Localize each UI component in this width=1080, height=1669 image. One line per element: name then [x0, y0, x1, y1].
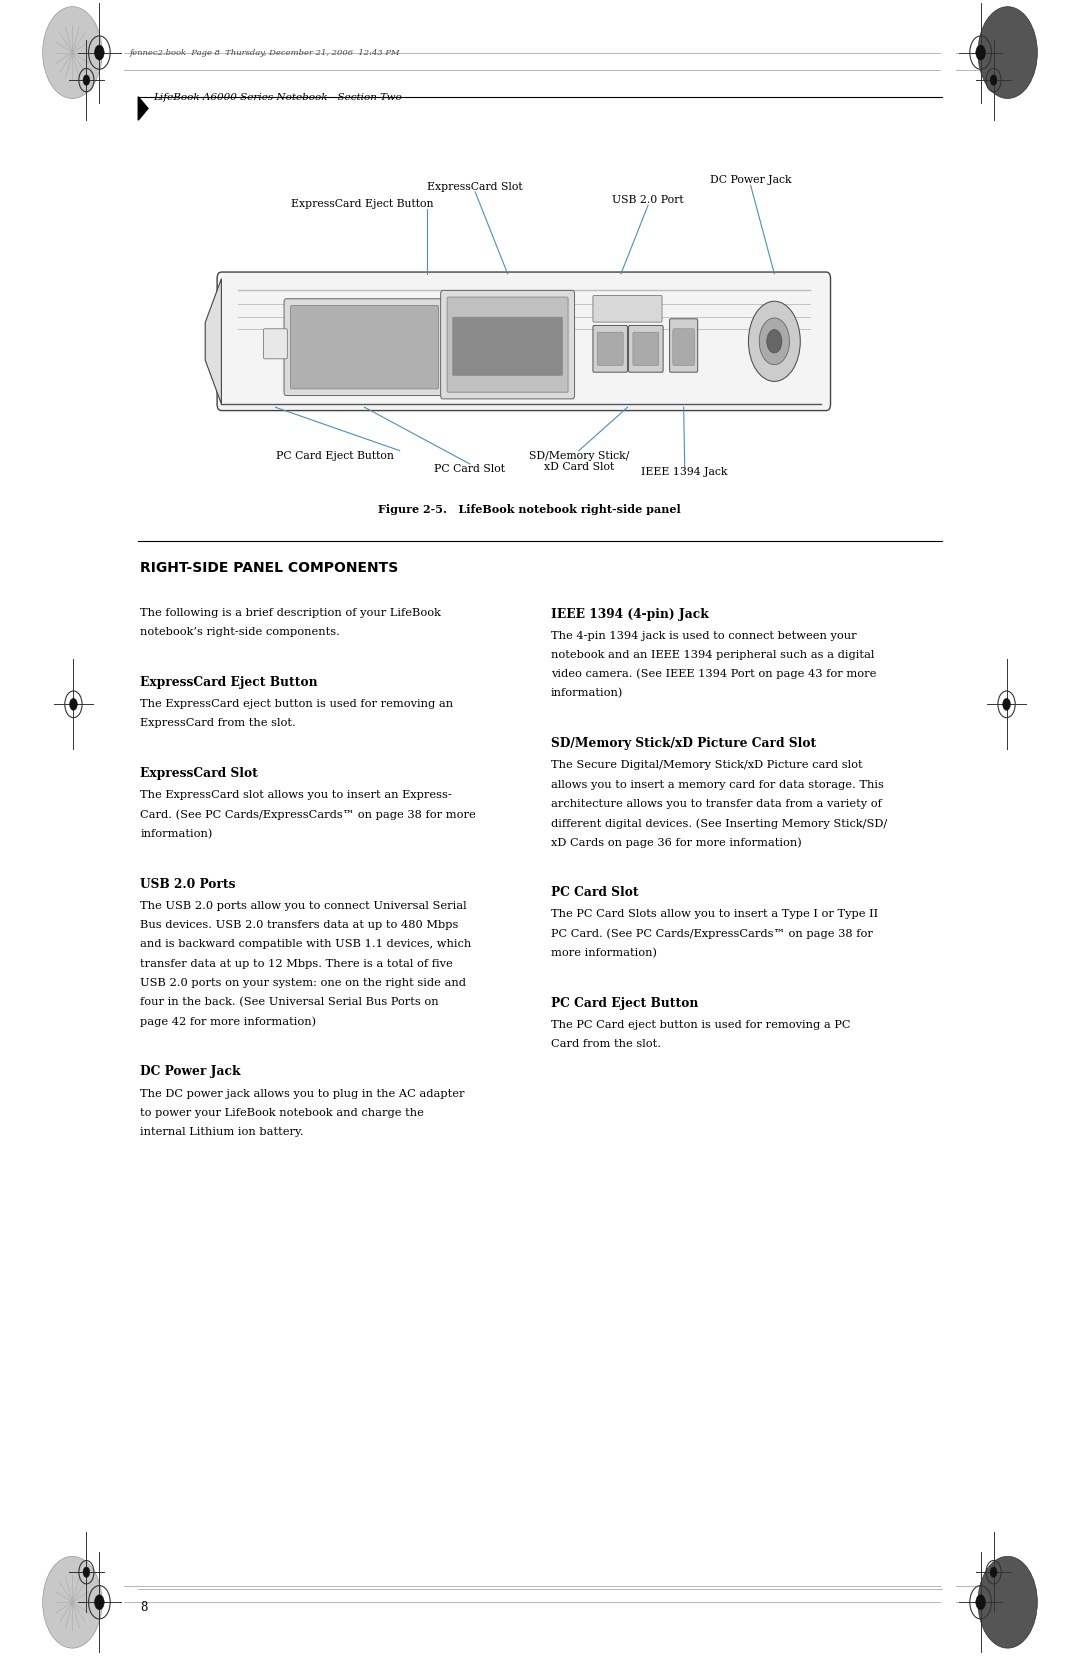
- FancyBboxPatch shape: [217, 272, 831, 411]
- Text: SD/Memory Stick/
xD Card Slot: SD/Memory Stick/ xD Card Slot: [529, 451, 629, 472]
- Circle shape: [978, 1556, 1038, 1649]
- Circle shape: [767, 329, 782, 354]
- Text: notebook’s right-side components.: notebook’s right-side components.: [140, 626, 340, 636]
- Text: The ExpressCard slot allows you to insert an Express-: The ExpressCard slot allows you to inser…: [140, 791, 453, 801]
- Text: USB 2.0 Ports: USB 2.0 Ports: [140, 878, 235, 891]
- Text: The ExpressCard eject button is used for removing an: The ExpressCard eject button is used for…: [140, 699, 454, 709]
- Circle shape: [975, 45, 986, 60]
- Text: and is backward compatible with USB 1.1 devices, which: and is backward compatible with USB 1.1 …: [140, 940, 472, 950]
- Circle shape: [990, 1567, 997, 1577]
- Circle shape: [43, 1556, 102, 1649]
- Text: PC Card Eject Button: PC Card Eject Button: [551, 996, 698, 1010]
- Circle shape: [978, 7, 1038, 98]
- Circle shape: [990, 75, 997, 85]
- Text: PC Card Slot: PC Card Slot: [551, 886, 638, 900]
- Text: Bus devices. USB 2.0 transfers data at up to 480 Mbps: Bus devices. USB 2.0 transfers data at u…: [140, 920, 459, 930]
- Text: ExpressCard Slot: ExpressCard Slot: [428, 182, 523, 192]
- Text: IEEE 1394 Jack: IEEE 1394 Jack: [642, 467, 728, 477]
- Text: DC Power Jack: DC Power Jack: [710, 175, 792, 185]
- Circle shape: [83, 1567, 90, 1577]
- Text: ExpressCard Eject Button: ExpressCard Eject Button: [291, 199, 433, 209]
- Text: architecture allows you to transfer data from a variety of: architecture allows you to transfer data…: [551, 799, 881, 809]
- Text: Figure 2-5.   LifeBook notebook right-side panel: Figure 2-5. LifeBook notebook right-side…: [378, 504, 680, 516]
- Text: xD Cards on page 36 for more information): xD Cards on page 36 for more information…: [551, 838, 801, 848]
- Text: more information): more information): [551, 948, 657, 958]
- FancyBboxPatch shape: [670, 319, 698, 372]
- Text: IEEE 1394 (4-pin) Jack: IEEE 1394 (4-pin) Jack: [551, 608, 708, 621]
- Text: fennec2.book  Page 8  Thursday, December 21, 2006  12:43 PM: fennec2.book Page 8 Thursday, December 2…: [130, 48, 401, 57]
- Text: The PC Card eject button is used for removing a PC: The PC Card eject button is used for rem…: [551, 1020, 850, 1030]
- Text: The Secure Digital/Memory Stick/xD Picture card slot: The Secure Digital/Memory Stick/xD Pictu…: [551, 761, 863, 771]
- Text: transfer data at up to 12 Mbps. There is a total of five: transfer data at up to 12 Mbps. There is…: [140, 958, 454, 968]
- FancyBboxPatch shape: [264, 329, 287, 359]
- FancyBboxPatch shape: [593, 295, 662, 322]
- FancyBboxPatch shape: [453, 317, 563, 376]
- Circle shape: [43, 7, 102, 98]
- Text: The DC power jack allows you to plug in the AC adapter: The DC power jack allows you to plug in …: [140, 1088, 464, 1098]
- FancyBboxPatch shape: [441, 290, 575, 399]
- Text: ExpressCard Slot: ExpressCard Slot: [140, 768, 258, 781]
- FancyBboxPatch shape: [447, 297, 568, 392]
- Text: information): information): [140, 829, 213, 840]
- Text: video camera. (See IEEE 1394 Port on page 43 for more: video camera. (See IEEE 1394 Port on pag…: [551, 669, 876, 679]
- Text: PC Card Slot: PC Card Slot: [434, 464, 505, 474]
- Polygon shape: [138, 97, 148, 120]
- Text: different digital devices. (See Inserting Memory Stick/SD/: different digital devices. (See Insertin…: [551, 818, 887, 828]
- Circle shape: [95, 45, 105, 60]
- Text: USB 2.0 ports on your system: one on the right side and: USB 2.0 ports on your system: one on the…: [140, 978, 467, 988]
- Text: information): information): [551, 688, 623, 698]
- Circle shape: [69, 698, 78, 711]
- Circle shape: [95, 1596, 105, 1609]
- Circle shape: [83, 75, 90, 85]
- Text: page 42 for more information): page 42 for more information): [140, 1016, 316, 1026]
- Text: PC Card. (See PC Cards/ExpressCards™ on page 38 for: PC Card. (See PC Cards/ExpressCards™ on …: [551, 928, 873, 940]
- FancyBboxPatch shape: [673, 329, 694, 366]
- Text: 8: 8: [140, 1601, 148, 1614]
- Text: DC Power Jack: DC Power Jack: [140, 1065, 241, 1078]
- FancyBboxPatch shape: [593, 325, 627, 372]
- Text: allows you to insert a memory card for data storage. This: allows you to insert a memory card for d…: [551, 779, 883, 789]
- Circle shape: [759, 317, 789, 366]
- Text: to power your LifeBook notebook and charge the: to power your LifeBook notebook and char…: [140, 1108, 424, 1118]
- Circle shape: [748, 300, 800, 382]
- FancyBboxPatch shape: [291, 305, 438, 389]
- FancyBboxPatch shape: [629, 325, 663, 372]
- Circle shape: [975, 1596, 986, 1609]
- Polygon shape: [205, 279, 221, 404]
- Text: internal Lithium ion battery.: internal Lithium ion battery.: [140, 1127, 305, 1137]
- Circle shape: [1002, 698, 1011, 711]
- Text: USB 2.0 Port: USB 2.0 Port: [612, 195, 684, 205]
- Text: The PC Card Slots allow you to insert a Type I or Type II: The PC Card Slots allow you to insert a …: [551, 910, 878, 920]
- Text: four in the back. (See Universal Serial Bus Ports on: four in the back. (See Universal Serial …: [140, 996, 440, 1008]
- Text: LifeBook A6000 Series Notebook - Section Two: LifeBook A6000 Series Notebook - Section…: [153, 93, 402, 102]
- Text: PC Card Eject Button: PC Card Eject Button: [275, 451, 394, 461]
- Text: The 4-pin 1394 jack is used to connect between your: The 4-pin 1394 jack is used to connect b…: [551, 631, 856, 641]
- FancyBboxPatch shape: [597, 332, 623, 366]
- Text: The following is a brief description of your LifeBook: The following is a brief description of …: [140, 608, 442, 618]
- FancyBboxPatch shape: [284, 299, 445, 396]
- Text: Card. (See PC Cards/ExpressCards™ on page 38 for more: Card. (See PC Cards/ExpressCards™ on pag…: [140, 809, 476, 819]
- Text: Card from the slot.: Card from the slot.: [551, 1040, 661, 1050]
- Text: ExpressCard Eject Button: ExpressCard Eject Button: [140, 676, 318, 689]
- Text: The USB 2.0 ports allow you to connect Universal Serial: The USB 2.0 ports allow you to connect U…: [140, 901, 467, 911]
- Text: ExpressCard from the slot.: ExpressCard from the slot.: [140, 718, 296, 728]
- Text: SD/Memory Stick/xD Picture Card Slot: SD/Memory Stick/xD Picture Card Slot: [551, 738, 816, 751]
- FancyBboxPatch shape: [633, 332, 659, 366]
- Text: RIGHT-SIDE PANEL COMPONENTS: RIGHT-SIDE PANEL COMPONENTS: [140, 561, 399, 574]
- Text: notebook and an IEEE 1394 peripheral such as a digital: notebook and an IEEE 1394 peripheral suc…: [551, 649, 874, 659]
